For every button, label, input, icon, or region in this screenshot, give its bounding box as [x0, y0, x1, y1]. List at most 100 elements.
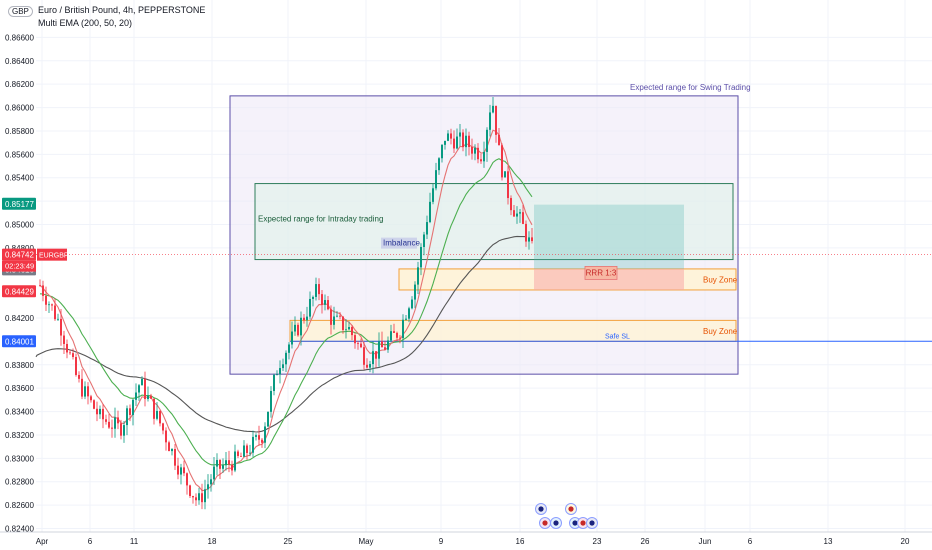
candle-body [63, 335, 65, 344]
currency-badge[interactable]: GBP [8, 6, 33, 17]
x-axis[interactable]: Apr 6 11 18 25 May 9 16 23 26 Jun 6 13 20 [0, 531, 932, 546]
candle-body [126, 408, 128, 426]
candle-body [222, 465, 224, 469]
candle [147, 386, 149, 402]
candle-body [282, 364, 284, 369]
x-tick-label: 6 [748, 537, 753, 546]
indicator-legend[interactable]: Multi EMA (200, 50, 20) [38, 18, 133, 28]
candle [447, 130, 449, 142]
event-flag-icon[interactable] [577, 517, 589, 529]
event-icons[interactable] [535, 503, 598, 529]
x-tick-label: May [358, 537, 373, 546]
x-tick-label: 16 [516, 537, 525, 546]
candle-body [309, 298, 311, 317]
candle [45, 286, 47, 311]
candle-body [69, 352, 71, 354]
event-icon-dot [553, 520, 559, 526]
y-axis[interactable]: 0.82400 0.82600 0.82800 0.83000 0.83200 0.834… [2, 33, 69, 533]
candle-body [288, 344, 290, 353]
candle [273, 373, 275, 396]
candle [234, 444, 236, 473]
y-tick-label: 0.83800 [5, 361, 34, 370]
candle [465, 128, 467, 157]
candle-body [246, 445, 248, 453]
candle-body [192, 496, 194, 498]
candle [135, 383, 137, 406]
candle-body [84, 386, 86, 397]
event-flag-icon[interactable] [565, 503, 577, 515]
candle [309, 291, 311, 320]
x-tick-label: 6 [88, 537, 93, 546]
candle-body [312, 296, 314, 299]
candle [381, 331, 383, 348]
y-tick-label: 0.83000 [5, 454, 34, 463]
candle-body [267, 411, 269, 427]
candle-body [426, 222, 428, 235]
candle [201, 483, 203, 510]
candle [270, 386, 272, 418]
candle-body [39, 285, 41, 287]
candle-body [228, 460, 230, 465]
x-tick-label: 11 [130, 537, 139, 546]
candle [525, 220, 527, 247]
swing-range-label: Expected range for Swing Trading [630, 83, 751, 92]
candle-body [270, 390, 272, 412]
candle [453, 130, 455, 153]
candle [498, 127, 500, 146]
candle-body [54, 305, 56, 320]
candle [387, 336, 389, 353]
candle [360, 338, 362, 349]
candle [417, 261, 419, 294]
candle-body [210, 479, 212, 485]
event-flag-icon[interactable] [535, 503, 547, 515]
candle [165, 427, 167, 451]
candle [171, 448, 173, 456]
price-label-bg [2, 248, 36, 261]
candle [186, 472, 188, 495]
candle-body [393, 331, 395, 333]
symbol-tag-bg [37, 248, 67, 261]
candle [336, 311, 338, 318]
candle [330, 305, 332, 335]
candle [435, 162, 437, 191]
candle-body [66, 343, 68, 353]
x-tick-label: 13 [824, 537, 833, 546]
candle [384, 340, 386, 351]
candle-body [300, 317, 302, 336]
candle [60, 309, 62, 346]
candle-body [417, 267, 419, 285]
candle-body [87, 386, 89, 397]
event-icon-dot [572, 520, 578, 526]
candle [84, 381, 86, 400]
event-flag-icon[interactable] [550, 517, 562, 529]
x-tick-label: 25 [284, 537, 293, 546]
candle-body [276, 374, 278, 376]
candle-body [381, 341, 383, 348]
candle-body [480, 159, 482, 162]
candle [339, 312, 341, 320]
candle [366, 358, 368, 369]
candle [264, 422, 266, 449]
candle-body [102, 408, 104, 420]
event-flag-icon[interactable] [539, 517, 551, 529]
candle [450, 128, 452, 145]
candle-body [291, 331, 293, 345]
event-icon-dot [538, 506, 544, 512]
candle-body [513, 210, 515, 217]
imbalance-badge [381, 237, 417, 249]
y-tick-label: 0.82800 [5, 478, 34, 487]
candle-body [327, 300, 329, 310]
event-flag-icon[interactable] [586, 517, 598, 529]
candle [246, 443, 248, 460]
candle [324, 294, 326, 311]
price-label-text: 0.84001 [5, 337, 34, 346]
candle-body [453, 138, 455, 149]
candle [258, 425, 260, 446]
candle [357, 340, 359, 350]
price-label-bg [2, 335, 36, 348]
candle-body [294, 324, 296, 332]
candle [354, 332, 356, 349]
candle-body [303, 317, 305, 321]
candle-body [498, 134, 500, 146]
